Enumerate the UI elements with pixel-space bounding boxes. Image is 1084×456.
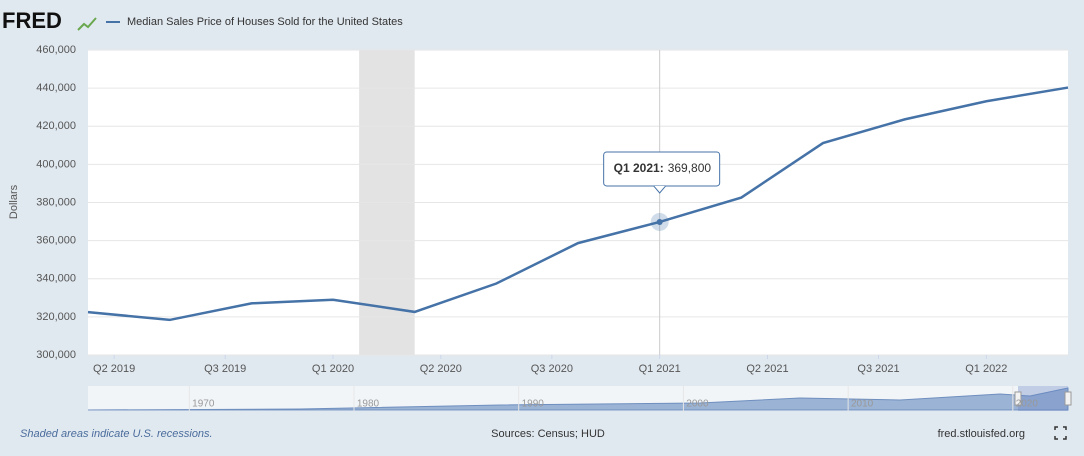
x-tick-label: Q1 2022 — [965, 363, 1007, 375]
navigator-selection[interactable] — [1018, 386, 1068, 411]
logo: FRED — [2, 8, 62, 33]
y-tick-label: 340,000 — [36, 273, 76, 285]
y-tick-label: 320,000 — [36, 311, 76, 323]
navigator-handle[interactable] — [1064, 391, 1072, 406]
tooltip-text: Q1 2021: 369,800 — [614, 161, 712, 175]
x-tick-label: Q2 2020 — [420, 363, 462, 375]
logo-icon — [77, 17, 97, 31]
y-axis-title: Dollars — [8, 184, 20, 219]
tooltip-label: Q1 2021: — [614, 161, 664, 175]
x-tick-label: Q3 2020 — [531, 363, 573, 375]
y-tick-label: 360,000 — [36, 235, 76, 247]
y-tick-label: 420,000 — [36, 120, 76, 132]
x-tick-label: Q3 2021 — [857, 363, 899, 375]
navigator-tick-label: 1990 — [522, 399, 545, 410]
x-tick-label: Q1 2021 — [639, 363, 681, 375]
navigator-tick-label: 1980 — [357, 399, 380, 410]
tooltip-pointer — [653, 185, 667, 194]
series-line — [87, 86, 1069, 322]
x-tick-label: Q2 2021 — [746, 363, 788, 375]
navigator-tick-label: 2010 — [851, 399, 874, 410]
hover-point — [656, 218, 663, 225]
y-tick-label: 460,000 — [36, 44, 76, 56]
y-tick-label: 380,000 — [36, 196, 76, 208]
y-tick-label: 300,000 — [36, 349, 76, 361]
navigator-tick-label: 2000 — [686, 399, 709, 410]
footer-sources: Sources: Census; HUD — [491, 428, 605, 440]
x-tick-label: Q1 2020 — [312, 363, 354, 375]
x-tick-label: Q3 2019 — [204, 363, 246, 375]
legend-label[interactable]: Median Sales Price of Houses Sold for th… — [127, 16, 403, 28]
navigator-tick-label: 2020 — [1016, 399, 1039, 410]
footer-note: Shaded areas indicate U.S. recessions. — [20, 428, 213, 440]
x-tick-label: Q2 2019 — [93, 363, 135, 375]
y-tick-label: 440,000 — [36, 82, 76, 94]
tooltip-value: 369,800 — [668, 161, 712, 175]
y-tick-label: 400,000 — [36, 158, 76, 170]
footer-site[interactable]: fred.stlouisfed.org — [938, 428, 1025, 440]
navigator-handle[interactable] — [1014, 391, 1022, 406]
navigator-tick-label: 1970 — [192, 399, 215, 410]
fullscreen-icon[interactable] — [1054, 426, 1067, 440]
